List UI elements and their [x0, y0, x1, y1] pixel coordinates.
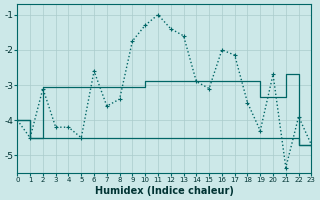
X-axis label: Humidex (Indice chaleur): Humidex (Indice chaleur) — [95, 186, 234, 196]
